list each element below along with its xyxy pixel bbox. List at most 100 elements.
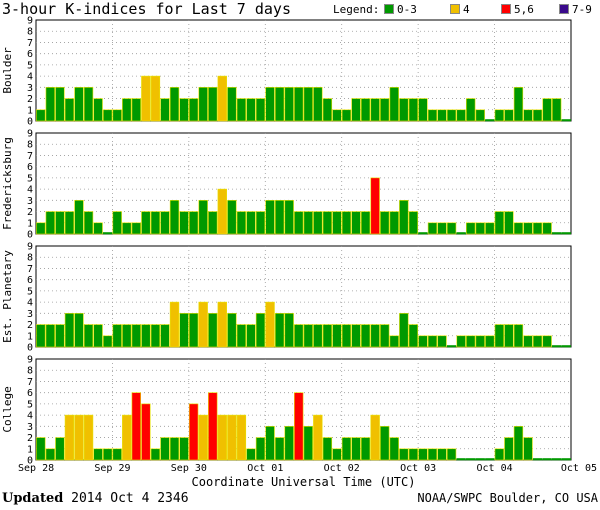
kp-bar <box>513 222 524 235</box>
kp-bar <box>494 324 505 348</box>
y-tick-label: 0 <box>27 230 33 241</box>
kp-bar <box>408 98 419 122</box>
legend-entry-0-3: 0-3 <box>384 3 417 17</box>
kp-bar <box>561 232 571 235</box>
kp-bar <box>208 211 218 235</box>
kp-bar <box>236 324 247 348</box>
kp-bar <box>466 98 476 122</box>
kp-bar <box>93 324 103 348</box>
kp-bar <box>341 109 352 122</box>
chart-title: 3-hour K-indices for Last 7 days <box>2 0 291 18</box>
kp-bar <box>36 109 46 122</box>
kp-bar <box>322 324 333 348</box>
kp-bar <box>246 324 256 348</box>
kp-bar <box>169 87 180 122</box>
kp-bar <box>437 335 447 348</box>
legend-entry-4: 4 <box>450 3 470 17</box>
panel-label: Fredericksburg <box>1 137 14 230</box>
kp-bar <box>380 98 390 122</box>
kp-bar <box>532 222 543 235</box>
kp-bar <box>475 458 485 461</box>
kp-bar <box>83 324 94 348</box>
kp-bar <box>198 301 208 348</box>
x-tick-label: Oct 02 <box>324 463 360 474</box>
kp-bar <box>36 437 46 461</box>
kp-bar <box>418 335 428 348</box>
kp-bar <box>532 458 543 461</box>
kp-bar <box>55 211 65 235</box>
panel-frame <box>35 245 572 348</box>
y-tick-label: 0 <box>27 343 33 354</box>
x-tick-label: Sep 28 <box>18 463 54 474</box>
kp-bar <box>36 324 46 348</box>
kp-bar <box>523 222 533 235</box>
kp-bar <box>418 98 428 122</box>
kp-bar <box>322 437 333 461</box>
kp-bar <box>122 324 132 348</box>
kp-bar <box>265 301 275 348</box>
kp-bar <box>294 87 304 122</box>
kp-bar <box>246 211 256 235</box>
kp-bar <box>274 313 285 348</box>
kp-bar <box>122 222 132 235</box>
y-tick-label: 7 <box>27 264 33 275</box>
kp-bar <box>551 458 562 461</box>
kp-bar <box>341 324 352 348</box>
kp-bar <box>188 313 199 348</box>
kp-bar <box>36 222 46 235</box>
kp-bar <box>131 392 141 461</box>
y-tick-label: 8 <box>27 366 33 377</box>
kp-bar <box>389 437 399 461</box>
kp-bar <box>217 188 227 235</box>
kp-bar <box>351 211 361 235</box>
kp-bar <box>523 109 533 122</box>
kp-bar <box>370 177 380 235</box>
kp-bar <box>198 414 208 461</box>
kp-bar <box>475 335 485 348</box>
kp-bar <box>303 324 313 348</box>
kp-bar <box>74 200 84 235</box>
kp-bar <box>236 211 247 235</box>
kp-bar <box>208 87 218 122</box>
x-tick-label: Oct 04 <box>477 463 513 474</box>
kp-bar <box>150 75 161 122</box>
kp-bar <box>55 324 65 348</box>
kp-bar <box>150 448 161 461</box>
kp-bar <box>313 87 323 122</box>
panel-label: College <box>1 386 14 432</box>
kp-bar <box>74 313 84 348</box>
kp-bar <box>485 222 495 235</box>
y-tick-label: 5 <box>27 173 33 184</box>
y-tick-label: 9 <box>27 242 33 253</box>
kp-bar <box>313 324 323 348</box>
legend-label: Legend: <box>333 3 380 16</box>
kp-bar <box>561 119 571 122</box>
x-tick-label: Oct 03 <box>400 463 436 474</box>
kp-bar <box>504 437 514 461</box>
kp-bar <box>64 313 75 348</box>
kp-bar <box>217 414 227 461</box>
y-tick-label: 2 <box>27 207 33 218</box>
kp-bar <box>112 109 122 122</box>
kp-bar <box>523 335 533 348</box>
kp-bar <box>322 98 333 122</box>
kp-bar <box>313 211 323 235</box>
y-tick-label: 4 <box>27 411 33 422</box>
kp-bar <box>332 109 342 122</box>
kp-bar <box>504 211 514 235</box>
kp-bar <box>160 324 170 348</box>
y-tick-label: 1 <box>27 331 33 342</box>
kp-bar <box>227 414 237 461</box>
kp-bar <box>45 324 56 348</box>
kp-bar <box>399 200 409 235</box>
kp-bar <box>169 200 180 235</box>
legend-entry-7-9: 7-9 <box>559 3 592 17</box>
kp-bar <box>542 98 552 122</box>
kp-bar <box>303 87 313 122</box>
kp-bar <box>179 437 189 461</box>
kp-bar <box>131 98 141 122</box>
kp-bar <box>83 414 94 461</box>
kp-bar <box>427 222 438 235</box>
kp-bar <box>532 109 543 122</box>
kp-bar <box>303 211 313 235</box>
